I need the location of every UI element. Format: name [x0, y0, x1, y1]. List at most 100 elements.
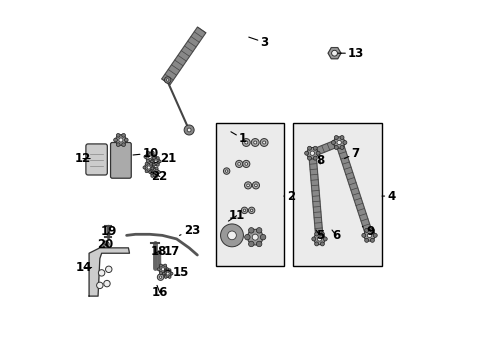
Circle shape: [307, 156, 311, 160]
Circle shape: [333, 137, 344, 148]
Circle shape: [122, 143, 125, 147]
Circle shape: [225, 170, 227, 172]
Text: 18: 18: [151, 245, 167, 258]
Circle shape: [253, 141, 256, 144]
Circle shape: [247, 229, 263, 245]
Circle shape: [148, 155, 152, 158]
Circle shape: [364, 238, 368, 242]
Text: 21: 21: [154, 152, 177, 165]
Circle shape: [103, 280, 110, 287]
Polygon shape: [335, 141, 372, 237]
Circle shape: [187, 128, 191, 132]
Circle shape: [242, 139, 250, 147]
Circle shape: [97, 282, 103, 289]
Circle shape: [157, 274, 163, 280]
Circle shape: [116, 134, 120, 137]
Circle shape: [166, 272, 169, 275]
Circle shape: [161, 268, 164, 271]
Circle shape: [336, 140, 341, 145]
Polygon shape: [327, 48, 340, 59]
Circle shape: [251, 139, 259, 147]
Circle shape: [119, 138, 122, 142]
Circle shape: [162, 272, 165, 275]
Circle shape: [314, 232, 318, 236]
Circle shape: [320, 232, 324, 236]
Circle shape: [159, 276, 162, 278]
Text: 1: 1: [230, 132, 247, 145]
Circle shape: [331, 50, 337, 56]
Circle shape: [155, 174, 158, 177]
Text: 7: 7: [344, 147, 359, 160]
Text: 15: 15: [165, 266, 189, 279]
Circle shape: [331, 140, 335, 144]
Circle shape: [144, 163, 153, 172]
Circle shape: [313, 233, 325, 245]
Circle shape: [154, 160, 157, 163]
Text: 13: 13: [337, 47, 364, 60]
Bar: [216, 123, 283, 266]
Polygon shape: [308, 153, 323, 239]
Circle shape: [98, 270, 104, 276]
Circle shape: [150, 167, 154, 170]
Circle shape: [159, 264, 162, 267]
Circle shape: [304, 151, 308, 155]
Circle shape: [146, 159, 149, 162]
Circle shape: [369, 228, 374, 233]
Circle shape: [244, 163, 247, 165]
Circle shape: [165, 268, 168, 271]
Circle shape: [315, 151, 320, 155]
Circle shape: [184, 125, 194, 135]
Circle shape: [151, 151, 154, 154]
Circle shape: [363, 230, 374, 241]
Circle shape: [104, 243, 107, 246]
Circle shape: [145, 162, 148, 165]
Circle shape: [163, 271, 166, 275]
Circle shape: [164, 77, 171, 83]
Circle shape: [250, 209, 252, 212]
Circle shape: [364, 228, 368, 233]
Circle shape: [150, 160, 153, 163]
Circle shape: [242, 160, 249, 167]
Circle shape: [152, 163, 155, 166]
Text: 17: 17: [159, 245, 180, 258]
Circle shape: [366, 233, 371, 238]
Circle shape: [157, 268, 160, 271]
Circle shape: [252, 182, 259, 189]
Circle shape: [157, 171, 160, 174]
Text: 8: 8: [315, 154, 324, 167]
Text: 11: 11: [228, 209, 244, 222]
FancyBboxPatch shape: [86, 144, 107, 175]
Text: 9: 9: [362, 225, 373, 238]
FancyBboxPatch shape: [110, 143, 131, 178]
Text: 23: 23: [179, 224, 200, 237]
Circle shape: [153, 171, 156, 174]
Circle shape: [159, 271, 162, 275]
Circle shape: [164, 269, 167, 271]
Circle shape: [158, 160, 161, 163]
Circle shape: [307, 146, 311, 150]
Circle shape: [260, 139, 267, 147]
Circle shape: [323, 237, 326, 241]
Circle shape: [244, 234, 249, 240]
Circle shape: [159, 265, 167, 274]
Text: 19: 19: [101, 225, 117, 238]
Text: 14: 14: [76, 261, 92, 274]
Circle shape: [116, 143, 120, 147]
Circle shape: [163, 270, 171, 278]
Circle shape: [314, 242, 318, 246]
Circle shape: [372, 233, 376, 237]
Circle shape: [306, 148, 317, 159]
Circle shape: [252, 234, 258, 240]
Text: 16: 16: [151, 285, 168, 299]
Circle shape: [156, 163, 159, 166]
Circle shape: [339, 136, 344, 140]
Circle shape: [163, 264, 166, 267]
Circle shape: [334, 145, 338, 149]
Circle shape: [313, 156, 317, 160]
Circle shape: [256, 241, 262, 247]
Polygon shape: [89, 248, 129, 296]
Circle shape: [148, 171, 151, 174]
Circle shape: [146, 151, 149, 154]
Circle shape: [248, 228, 254, 233]
Circle shape: [168, 269, 171, 271]
